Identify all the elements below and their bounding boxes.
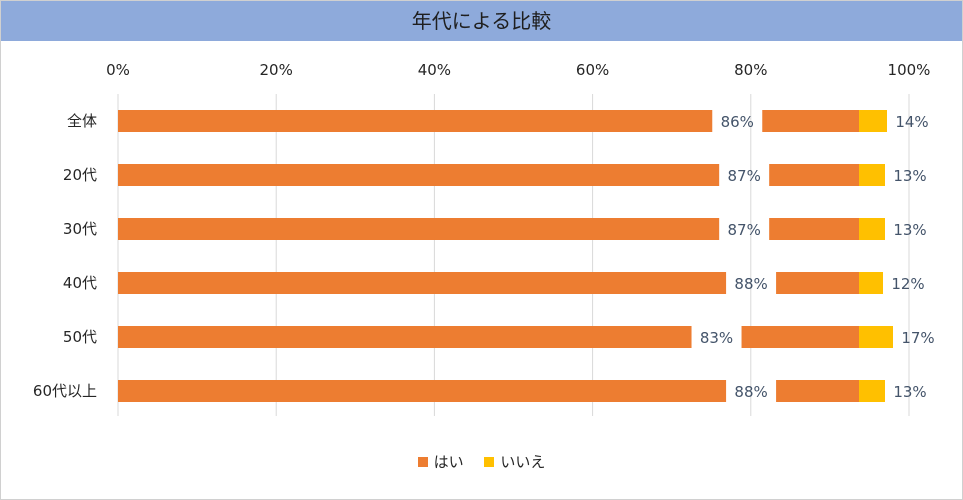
x-tick-label: 80% <box>734 61 767 79</box>
bar-segment-no <box>859 218 885 240</box>
bar-segment-yes-continued <box>776 380 859 402</box>
legend-swatch-no <box>484 456 495 467</box>
bar-segment-no <box>859 110 887 132</box>
x-tick-label: 40% <box>418 61 451 79</box>
bar-segment-no <box>859 164 885 186</box>
data-label-yes: 87% <box>727 167 760 185</box>
bar-segment-yes-continued <box>762 110 859 132</box>
data-label-no: 13% <box>893 167 926 185</box>
bar-segment-yes <box>118 218 720 240</box>
data-label-no: 17% <box>901 329 934 347</box>
bar-segment-yes <box>118 110 713 132</box>
x-tick-label: 20% <box>260 61 293 79</box>
bar-segment-no <box>859 272 883 294</box>
legend-swatch-yes <box>417 456 428 467</box>
bar-segment-yes-continued <box>769 218 859 240</box>
data-label-no: 13% <box>893 221 926 239</box>
legend-label-yes: はい <box>433 453 464 471</box>
data-label-no: 13% <box>893 383 926 401</box>
category-label: 60代以上 <box>33 382 97 400</box>
category-label: 50代 <box>63 328 97 346</box>
data-label-no: 12% <box>891 275 924 293</box>
bar-segment-no <box>859 326 893 348</box>
legend-item-yes: はい <box>417 451 464 472</box>
legend: はい いいえ <box>1 451 962 472</box>
category-label: 全体 <box>67 112 97 130</box>
bar-segment-yes <box>118 380 727 402</box>
data-label-no: 14% <box>895 113 928 131</box>
data-label-yes: 88% <box>734 275 767 293</box>
title-bar <box>1 1 962 41</box>
chart-title: 年代による比較 <box>411 9 552 33</box>
x-tick-label: 60% <box>576 61 609 79</box>
data-label-yes: 87% <box>727 221 760 239</box>
data-label-yes: 86% <box>721 113 754 131</box>
bar-segment-yes <box>118 272 727 294</box>
category-label: 30代 <box>63 220 97 238</box>
bar-segment-no <box>859 380 885 402</box>
legend-item-no: いいえ <box>484 451 545 472</box>
category-label: 40代 <box>63 274 97 292</box>
category-label: 20代 <box>63 166 97 184</box>
x-tick-label: 0% <box>106 61 130 79</box>
legend-label-no: いいえ <box>500 453 546 471</box>
bar-segment-yes-continued <box>741 326 859 348</box>
bar-segment-yes <box>118 164 720 186</box>
bar-segment-yes-continued <box>776 272 859 294</box>
bar-segment-yes <box>118 326 692 348</box>
data-label-yes: 83% <box>700 329 733 347</box>
x-tick-label: 100% <box>888 61 931 79</box>
data-label-yes: 88% <box>734 383 767 401</box>
bar-segment-yes-continued <box>769 164 859 186</box>
